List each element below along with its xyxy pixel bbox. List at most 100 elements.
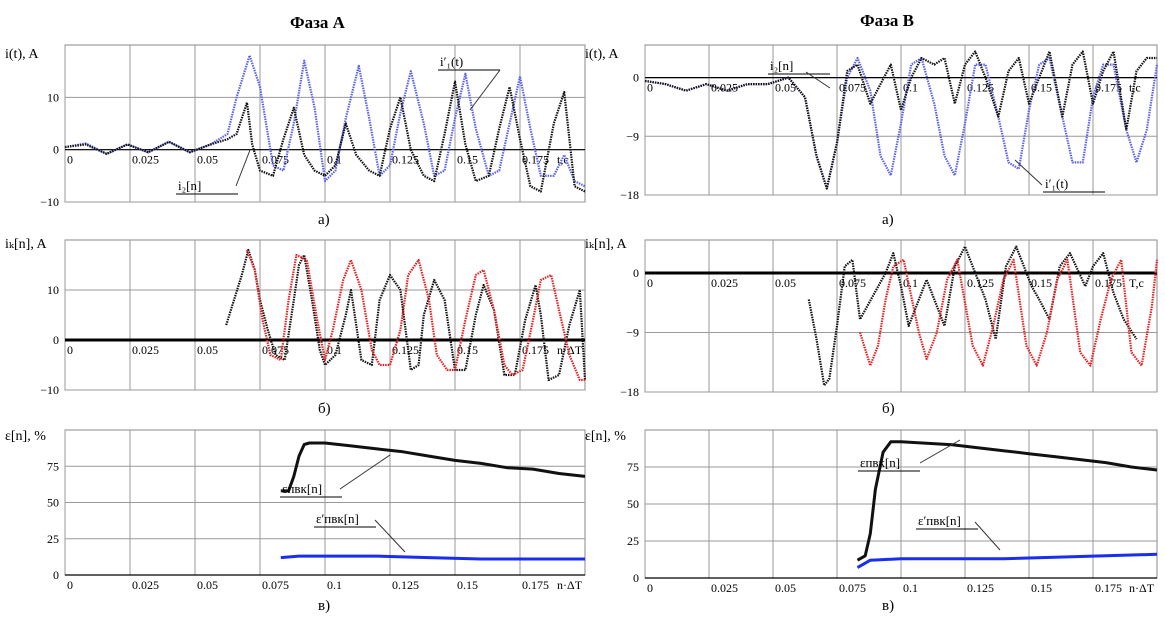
y-tick-label: 0	[53, 333, 59, 347]
x-tick-label: 0.075	[262, 153, 289, 167]
x-tick-label: 0.075	[262, 578, 289, 592]
panels: 0 0.025 0.05 0.075 0.1 0.125 0.15 0.175 t,c100−1…	[5, 44, 1159, 614]
y-tick-label: −10	[40, 383, 59, 397]
y-tick-label: 0	[633, 71, 639, 85]
leader-line	[1014, 159, 1043, 186]
x-tick-label: 0.1	[903, 276, 918, 290]
y-axis-label: i(t), A	[5, 47, 39, 62]
x-tick-label: 0.025	[711, 581, 738, 595]
series-name-label: εпвк[n]	[860, 455, 900, 470]
series-line-0	[225, 248, 587, 382]
y-tick-label: 50	[627, 497, 639, 511]
series-line-0	[856, 440, 1158, 562]
series-line-1	[64, 80, 586, 193]
x-tick-label: 0.175	[1095, 581, 1122, 595]
leader-line	[235, 149, 251, 187]
x-tick-label: 0.075	[262, 343, 289, 357]
x-tick-label: 0.025	[132, 578, 159, 592]
x-tick-label: 0	[67, 153, 73, 167]
leader-line	[339, 454, 391, 490]
series-line-0	[807, 245, 1138, 387]
series-name-label: ε′пвк[n]	[918, 513, 961, 528]
x-tick-label: 0.025	[132, 153, 159, 167]
x-tick-label: 0.05	[775, 276, 796, 290]
y-tick-label: 10	[47, 283, 59, 297]
x-axis-label: n·ΔT	[1129, 581, 1155, 595]
x-tick-label: 0.05	[775, 581, 796, 595]
x-tick-label: 0.05	[775, 81, 796, 95]
series-line-0	[64, 54, 586, 188]
x-tick-label: 0.075	[839, 581, 866, 595]
panel-caption: б)	[318, 401, 331, 417]
x-tick-label: 0	[647, 81, 653, 95]
x-tick-label: 0	[647, 276, 653, 290]
y-tick-label: −18	[620, 385, 639, 399]
series-line-0	[280, 441, 586, 493]
x-tick-label: 0.175	[522, 578, 549, 592]
y-tick-label: −10	[40, 195, 59, 209]
y-axis-label: iₖ[n], A	[585, 237, 628, 252]
y-tick-label: −9	[626, 129, 639, 143]
series-name-label: i′₁(t)	[1045, 176, 1068, 191]
x-tick-label: 0.125	[392, 153, 419, 167]
y-axis-label: ε[n], %	[5, 429, 46, 444]
panel-caption: б)	[882, 401, 895, 417]
x-axis-label: t,c	[1129, 81, 1141, 95]
x-tick-label: 0.175	[522, 343, 549, 357]
x-tick-label: 0.125	[967, 276, 994, 290]
y-tick-label: 10	[47, 90, 59, 104]
chart-panel-B2: 0 0.025 0.05 0.075 0.1 0.125 0.15 0.175 T,c 0 −9 −1…	[585, 237, 1159, 417]
series-line-1	[644, 50, 1157, 190]
panel-caption: в)	[318, 598, 330, 614]
chart-panel-B1: 0 0.025 0.05 0.075 0.1 0.125 0.15 0.175 t,c0−9−1…	[585, 44, 1159, 228]
phase-b-title: Фаза В	[860, 11, 914, 30]
leader-line	[974, 521, 1001, 551]
x-axis-label: n·ΔT	[557, 578, 583, 592]
x-tick-label: 0.1	[903, 581, 918, 595]
x-tick-label: 0.05	[197, 153, 218, 167]
series-name-label: ε′пвк[n]	[316, 511, 359, 526]
chart-panel-A3: 0 0.025 0.05 0.075 0.1 0.125 0.15 0.175 n·ΔT 75 50…	[5, 429, 586, 614]
x-tick-label: 0.1	[327, 578, 342, 592]
y-tick-label: 0	[53, 143, 59, 157]
phase-a-title: Фаза А	[290, 13, 346, 32]
x-tick-label: 0.125	[392, 578, 419, 592]
x-tick-label: 0.025	[132, 343, 159, 357]
x-axis-label: t,c	[557, 153, 569, 167]
x-tick-label: 0.125	[967, 581, 994, 595]
leader-line	[919, 439, 961, 464]
y-tick-label: 75	[47, 459, 59, 473]
x-tick-label: 0.15	[457, 578, 478, 592]
series-line-1	[280, 554, 585, 561]
y-tick-label: 0	[633, 571, 639, 585]
y-tick-label: −18	[620, 188, 639, 202]
x-tick-label: 0	[67, 578, 73, 592]
x-tick-label: 0.175	[1095, 81, 1122, 95]
x-tick-label: 0.15	[457, 343, 478, 357]
series-line-1	[858, 258, 1159, 367]
x-tick-label: 0.05	[197, 343, 218, 357]
y-axis-label: i(t), A	[585, 47, 619, 62]
panel-caption: а)	[882, 212, 894, 228]
chart-panel-A2: 0 0.025 0.05 0.075 0.1 0.125 0.15 0.175 n·ΔT100−…	[5, 237, 587, 417]
series-name-label: i′₁(t)	[440, 54, 463, 69]
series-line-1	[245, 249, 585, 382]
x-tick-label: 0.025	[711, 81, 738, 95]
x-tick-label: 0.125	[392, 343, 419, 357]
x-tick-label: 0.075	[839, 276, 866, 290]
series-line-1	[856, 552, 1158, 569]
x-tick-label: 0.025	[711, 276, 738, 290]
panel-caption: а)	[318, 212, 330, 228]
y-tick-label: −9	[626, 326, 639, 340]
x-axis-label: n·ΔT	[557, 343, 583, 357]
leader-line	[374, 519, 406, 553]
x-tick-label: 0.175	[1095, 276, 1122, 290]
x-axis-label: T,c	[1129, 276, 1144, 290]
x-tick-label: 0	[647, 581, 653, 595]
y-tick-label: 0	[53, 568, 59, 582]
x-tick-label: 0.15	[457, 153, 478, 167]
leader-line	[469, 69, 501, 111]
leader-line	[805, 71, 831, 89]
panel-caption: в)	[882, 598, 894, 614]
